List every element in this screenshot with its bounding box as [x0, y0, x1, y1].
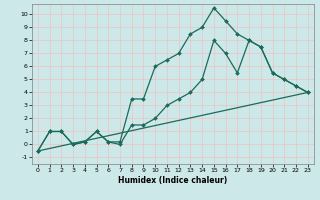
X-axis label: Humidex (Indice chaleur): Humidex (Indice chaleur)	[118, 176, 228, 185]
